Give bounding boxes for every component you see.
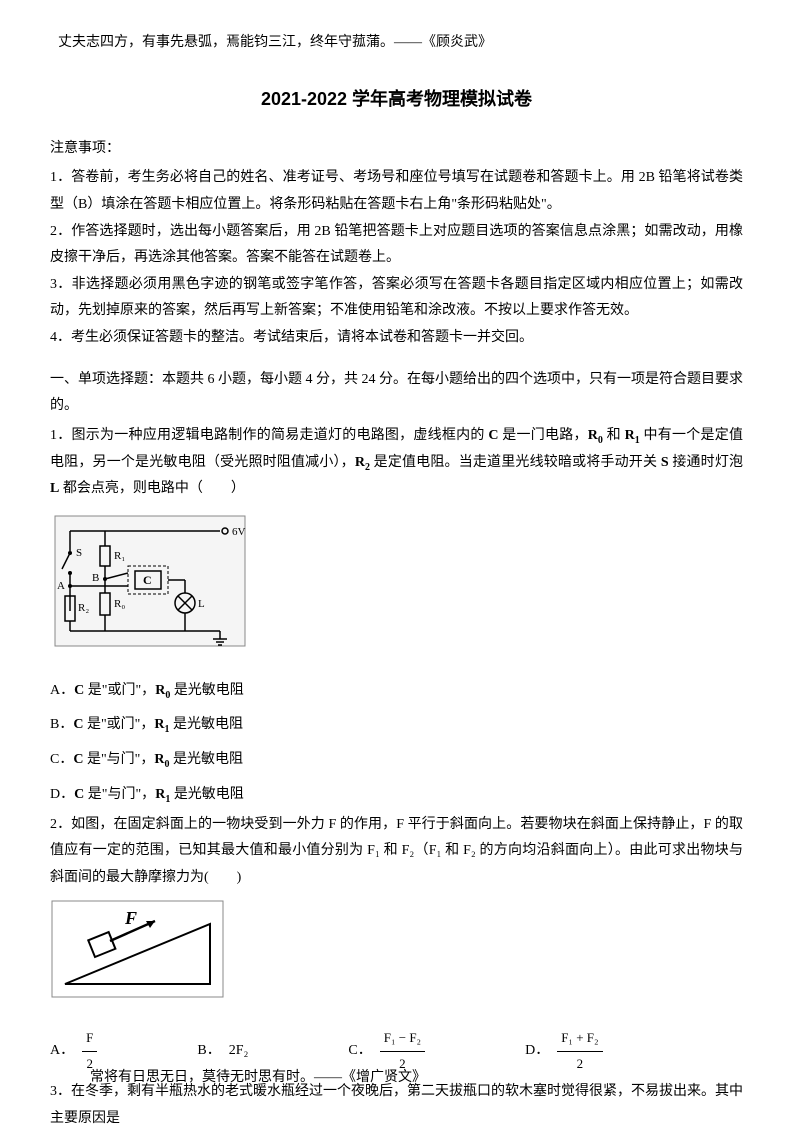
question-1: 1．图示为一种应用逻辑电路制作的简易走道灯的电路图，虚线框内的 C 是一门电路，… <box>50 423 743 503</box>
q1-option-b: B．C 是"或门"，R1 是光敏电阻 <box>50 712 743 739</box>
footer-quote: 常将有日思无日，莫待无时思有时。——《增广贤文》 <box>90 1065 426 1092</box>
svg-text:R₁: R₁ <box>114 550 125 562</box>
q1-mid5: 接通时灯泡 <box>669 455 743 470</box>
incline-diagram: F <box>50 899 225 999</box>
q1-l: L <box>50 481 59 496</box>
q1-mid2: 和 <box>603 428 625 443</box>
svg-text:R₂: R₂ <box>78 602 89 614</box>
svg-text:6V: 6V <box>232 526 246 538</box>
q1-option-a: A．C 是"或门"，R0 是光敏电阻 <box>50 678 743 705</box>
svg-text:B: B <box>92 572 99 584</box>
svg-text:L: L <box>198 598 205 610</box>
q1-end: 都会点亮，则电路中（ ） <box>59 481 245 496</box>
instruction-4: 4．考生必须保证答题卡的整洁。考试结束后，请将本试卷和答题卡一并交回。 <box>50 325 743 352</box>
circuit-diagram: 6V S A R₂ R₁ B R₀ C L <box>50 511 250 651</box>
q1-c: C <box>488 428 498 443</box>
svg-text:A: A <box>57 580 65 592</box>
q1-r1: R1 <box>625 428 640 443</box>
part1-heading: 一、单项选择题：本题共 6 小题，每小题 4 分，共 24 分。在每小题给出的四… <box>50 367 743 420</box>
q1-option-d: D．C 是"与门"，R1 是光敏电阻 <box>50 782 743 809</box>
question-2: 2．如图，在固定斜面上的一物块受到一外力 F 的作用，F 平行于斜面向上。若要物… <box>50 812 743 892</box>
q1-option-c: C．C 是"与门"，R0 是光敏电阻 <box>50 747 743 774</box>
q1-s: S <box>661 455 669 470</box>
svg-text:S: S <box>76 547 82 559</box>
q1-r2: R2 <box>355 455 370 470</box>
header-quote: 丈夫志四方，有事先悬弧，焉能钧三江，终年守菰蒲。——《顾炎武》 <box>50 30 743 57</box>
svg-text:R₀: R₀ <box>114 598 125 610</box>
q2-option-d: D．F₁ + F₂2 <box>525 1026 602 1076</box>
q1-text: 1．图示为一种应用逻辑电路制作的简易走道灯的电路图，虚线框内的 <box>50 428 488 443</box>
page-title: 2021-2022 学年高考物理模拟试卷 <box>50 82 743 116</box>
svg-text:C: C <box>143 573 152 587</box>
instruction-3: 3．非选择题必须用黑色字迹的钢笔或签字笔作答，答案必须写在答题卡各题目指定区域内… <box>50 272 743 325</box>
q1-r0: R0 <box>588 428 603 443</box>
instructions-heading: 注意事项： <box>50 136 743 163</box>
q2-option-b: B．2F₂ <box>197 1038 248 1065</box>
instruction-2: 2．作答选择题时，选出每小题答案后，用 2B 铅笔把答题卡上对应题目选项的答案信… <box>50 219 743 272</box>
svg-text:F: F <box>124 908 137 928</box>
q1-mid1: 是一门电路， <box>499 428 588 443</box>
q1-mid4: 是定值电阻。当走道里光线较暗或将手动开关 <box>370 455 661 470</box>
instruction-1: 1．答卷前，考生务必将自己的姓名、准考证号、考场号和座位号填写在试题卷和答题卡上… <box>50 165 743 218</box>
